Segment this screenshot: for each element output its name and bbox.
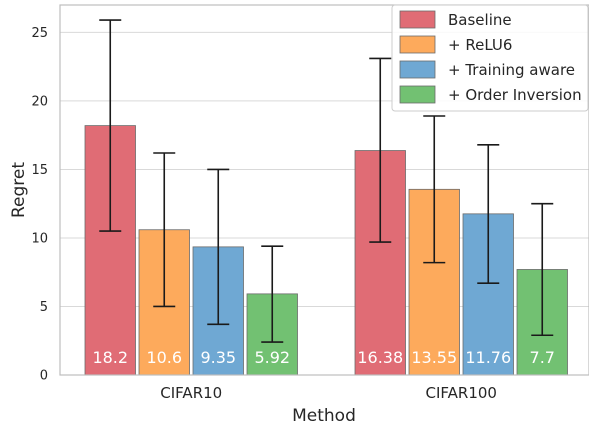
legend-swatch	[399, 60, 436, 79]
legend: Baseline + ReLU6 + Training aware + Order I…	[391, 4, 589, 112]
legend-swatch	[399, 85, 436, 104]
y-tick-label: 0	[40, 369, 48, 384]
error-bar	[153, 152, 176, 308]
legend-item: + ReLU6	[399, 35, 512, 54]
bar-value-label: 16.38	[357, 348, 403, 367]
error-bar	[261, 245, 284, 343]
bar-value-label: 9.35	[200, 348, 236, 367]
legend-item: + Training aware	[399, 60, 575, 79]
error-bar	[99, 19, 122, 232]
y-tick-label: 15	[31, 163, 48, 178]
y-axis-title: Regret	[9, 162, 29, 218]
bar-value-label: 5.92	[254, 348, 290, 367]
y-tick-label: 20	[31, 94, 48, 109]
legend-box	[391, 4, 589, 112]
error-bars	[99, 19, 554, 343]
bar-value-label: 7.7	[530, 348, 555, 367]
legend-label: + Order Inversion	[448, 86, 582, 104]
error-bar	[207, 168, 230, 326]
y-tick-label: 5	[40, 300, 48, 315]
legend-item: + Order Inversion	[399, 85, 582, 104]
bar-value-label: 13.55	[411, 348, 457, 367]
error-bar	[531, 202, 554, 337]
x-category-labels: CIFAR10 CIFAR100	[160, 384, 497, 402]
x-axis-title: Method	[292, 406, 356, 426]
error-bar	[477, 143, 500, 284]
legend-label: + Training aware	[448, 61, 575, 79]
bars	[84, 125, 568, 376]
legend-swatch	[399, 35, 436, 54]
y-tick-label: 10	[31, 231, 48, 246]
bar-value-label: 18.2	[92, 348, 128, 367]
legend-label: Baseline	[448, 11, 512, 29]
category-label: CIFAR10	[160, 384, 222, 402]
bar-value-label: 10.6	[146, 348, 182, 367]
category-label: CIFAR100	[426, 384, 497, 402]
y-tick-label: 25	[31, 26, 48, 41]
plot-frame	[59, 4, 589, 376]
bar-value-label: 11.76	[465, 348, 511, 367]
legend-swatch	[399, 10, 436, 29]
y-tick-labels: 0 5 10 15 20 25	[31, 26, 48, 384]
error-bar	[423, 115, 446, 264]
legend-label: + ReLU6	[448, 36, 512, 54]
error-bar	[369, 57, 392, 243]
legend-item: Baseline	[399, 10, 512, 29]
bar-value-labels: 18.2 10.6 9.35 5.92 16.38 13.55 11.76 7.7	[92, 348, 555, 367]
